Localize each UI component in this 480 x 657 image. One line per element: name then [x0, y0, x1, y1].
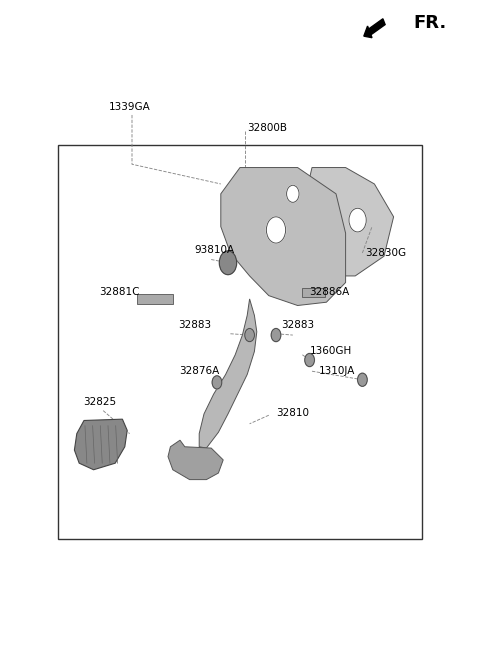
Text: 32800B: 32800B	[247, 123, 287, 133]
Circle shape	[245, 328, 254, 342]
Text: 32886A: 32886A	[310, 287, 350, 298]
Text: 32825: 32825	[83, 397, 116, 407]
Text: 32876A: 32876A	[179, 366, 219, 376]
Text: 32810: 32810	[276, 407, 309, 418]
FancyArrow shape	[364, 19, 385, 37]
Text: 32830G: 32830G	[365, 248, 406, 258]
Polygon shape	[221, 168, 346, 306]
Polygon shape	[302, 288, 325, 297]
Text: FR.: FR.	[413, 14, 446, 32]
Text: 1339GA: 1339GA	[109, 102, 150, 112]
Text: 32883: 32883	[281, 320, 314, 330]
Text: 93810A: 93810A	[194, 245, 235, 255]
Polygon shape	[137, 294, 173, 304]
Circle shape	[358, 373, 367, 386]
Circle shape	[349, 208, 366, 232]
Circle shape	[271, 328, 281, 342]
Text: 32881C: 32881C	[99, 287, 139, 298]
Polygon shape	[298, 168, 394, 276]
Circle shape	[266, 217, 286, 243]
Polygon shape	[74, 419, 127, 470]
Text: 1360GH: 1360GH	[310, 346, 352, 357]
Polygon shape	[168, 440, 223, 480]
Text: 1310JA: 1310JA	[319, 366, 356, 376]
Text: 32883: 32883	[178, 320, 211, 330]
Circle shape	[212, 376, 222, 389]
Circle shape	[287, 185, 299, 202]
Circle shape	[305, 353, 314, 367]
Bar	[58, 145, 422, 539]
Circle shape	[219, 251, 237, 275]
Polygon shape	[199, 299, 257, 448]
